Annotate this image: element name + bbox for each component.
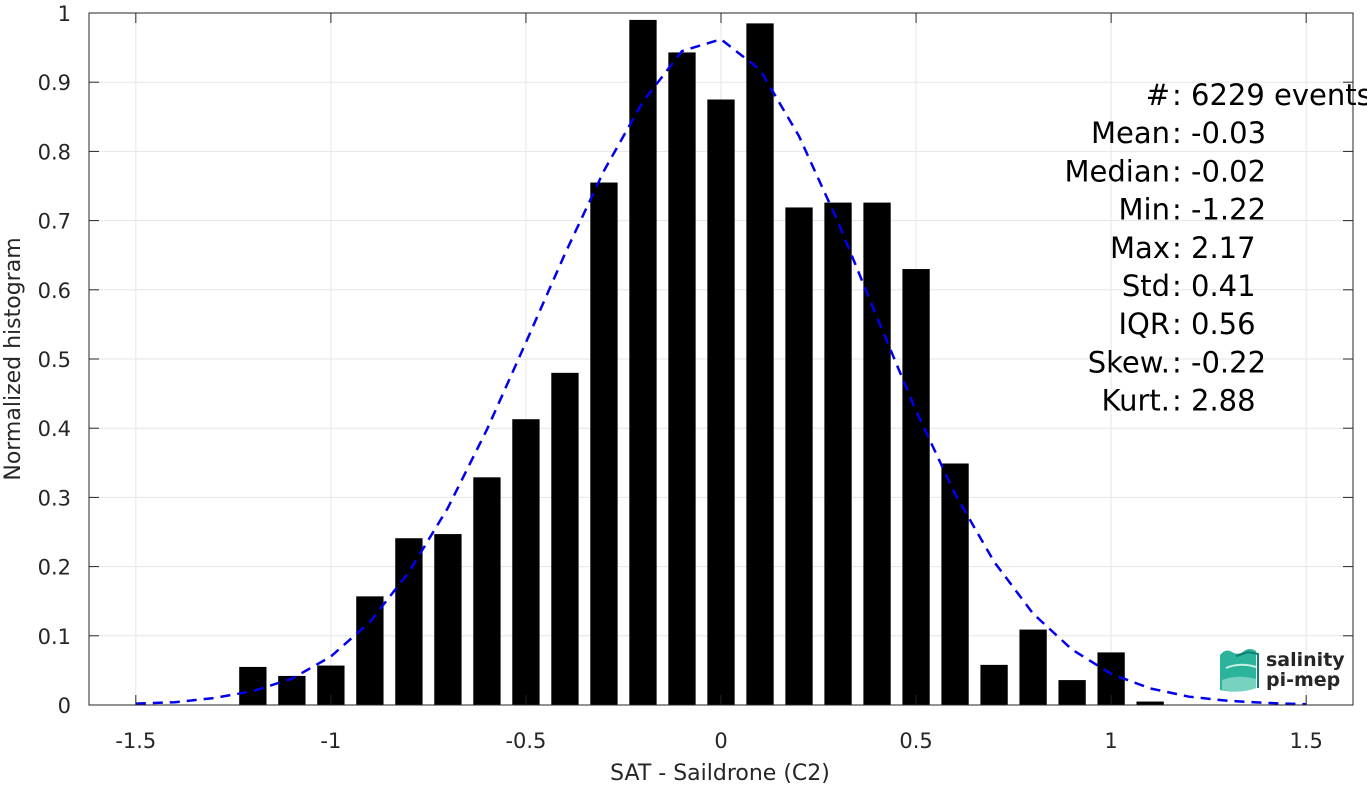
stats-label: Min	[1119, 193, 1170, 227]
y-tick-label: 0.1	[38, 625, 71, 649]
histogram-bar	[1058, 680, 1086, 705]
stats-label: #	[1146, 78, 1170, 112]
y-tick-label: 0.7	[38, 210, 71, 234]
stats-row: Mean : -0.03	[1091, 116, 1266, 150]
stats-row: IQR : 0.56	[1118, 307, 1255, 341]
fit-curve-line	[135, 37, 1307, 706]
stats-label: Median	[1065, 154, 1170, 188]
y-tick-label: 0.6	[38, 279, 71, 303]
histogram-bar	[1136, 701, 1164, 705]
histogram-bar	[473, 477, 501, 705]
histogram-bar	[941, 463, 969, 705]
histogram-bar	[668, 52, 696, 706]
histogram-bar	[629, 19, 657, 706]
stats-row: Skew. : -0.22	[1088, 345, 1266, 379]
logo-wave-icon	[1220, 649, 1259, 692]
x-tick-label: -1	[320, 729, 341, 753]
stats-value: : 0.41	[1172, 269, 1256, 303]
x-tick-label: -1.5	[115, 729, 156, 753]
salinity-pi-mep-logo: salinity pi-mep	[1220, 649, 1345, 692]
histogram-bar	[1019, 629, 1047, 705]
histogram-bar	[824, 202, 852, 705]
ticks-layer: -1.5 -1 -0.5 0 0.5 1 1.5 0 0.1 0.2 0.3 0.4 0.5 0.6 0.7…	[38, 2, 1353, 753]
histogram-bar	[590, 182, 618, 706]
stats-row: Std : 0.41	[1122, 269, 1256, 303]
histogram-bar	[746, 23, 774, 705]
y-tick-label: 0.2	[38, 556, 71, 580]
stats-row: Max : 2.17	[1110, 231, 1256, 265]
histogram-bar	[395, 538, 423, 705]
histogram-bar	[551, 372, 579, 705]
stats-label: Kurt.	[1102, 384, 1170, 418]
stats-value: : 6229 events	[1172, 78, 1367, 112]
histogram-bar	[278, 675, 306, 705]
stats-value: : -0.22	[1172, 345, 1266, 379]
histogram-bar	[902, 269, 930, 705]
histogram-bar	[785, 207, 813, 705]
x-axis-label: SAT - Saildrone (C2)	[610, 761, 830, 785]
histogram-bar	[707, 99, 735, 705]
y-tick-label: 1	[58, 2, 71, 26]
bars-layer	[239, 19, 1164, 706]
stats-label: IQR	[1118, 307, 1170, 341]
y-tick-label: 0.8	[38, 140, 71, 164]
histogram-bar	[434, 534, 462, 705]
y-tick-label: 0.4	[38, 417, 71, 441]
stats-label: Skew.	[1088, 345, 1170, 379]
stats-value: : -0.02	[1172, 154, 1266, 188]
y-axis-label: Normalized histogram	[1, 237, 26, 480]
histogram-bar	[980, 664, 1008, 705]
x-tick-label: 1.5	[1289, 729, 1322, 753]
logo-line2: pi-mep	[1266, 669, 1340, 691]
stats-value: : -0.03	[1172, 116, 1266, 150]
stats-label: Max	[1110, 231, 1170, 265]
x-tick-label: 0.5	[899, 729, 932, 753]
stats-row: # : 6229 events	[1146, 78, 1367, 112]
histogram-bar	[512, 419, 540, 705]
y-tick-label: 0.5	[38, 348, 71, 372]
y-tick-label: 0.9	[38, 71, 71, 95]
logo-line1: salinity	[1266, 649, 1345, 671]
stats-row: Kurt. : 2.88	[1102, 384, 1256, 418]
y-tick-label: 0.3	[38, 486, 71, 510]
x-tick-label: 0	[714, 729, 727, 753]
histogram-bar	[356, 596, 384, 705]
stats-value: : 2.88	[1172, 384, 1256, 418]
x-tick-label: -0.5	[505, 729, 546, 753]
stats-value: : -1.22	[1172, 193, 1266, 227]
stats-label: Mean	[1091, 116, 1170, 150]
stats-value: : 0.56	[1172, 307, 1256, 341]
y-tick-label: 0	[58, 694, 71, 718]
stats-value: : 2.17	[1172, 231, 1256, 265]
x-tick-label: 1	[1104, 729, 1117, 753]
fit-curve-layer	[135, 37, 1307, 706]
histogram-bar	[239, 666, 267, 705]
stats-row: Median : -0.02	[1065, 154, 1267, 188]
stats-row: Min : -1.22	[1119, 193, 1267, 227]
histogram-bar	[863, 202, 891, 705]
stats-label: Std	[1122, 269, 1170, 303]
